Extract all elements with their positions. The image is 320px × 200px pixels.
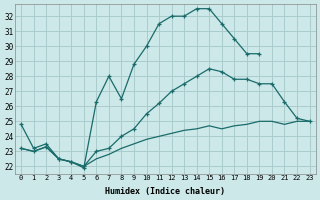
X-axis label: Humidex (Indice chaleur): Humidex (Indice chaleur) [105, 187, 225, 196]
